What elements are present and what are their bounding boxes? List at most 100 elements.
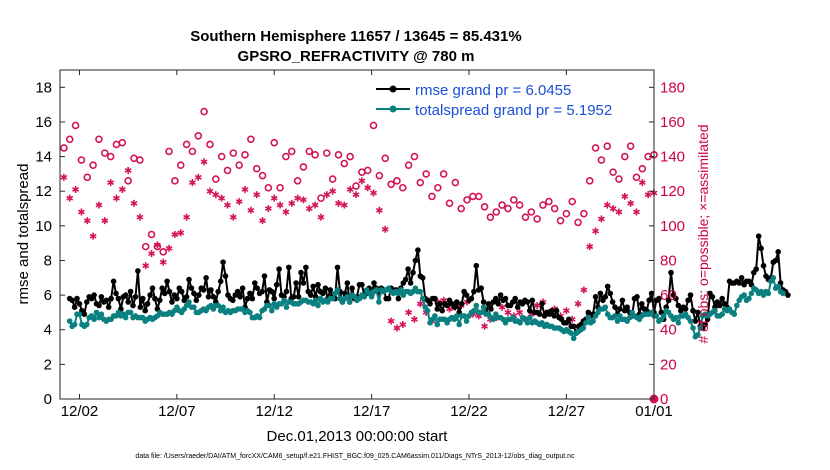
spread-point <box>583 320 589 326</box>
rmse-point <box>549 307 555 314</box>
rmse-point <box>690 307 696 314</box>
rmse-point <box>607 290 613 297</box>
rmse-point <box>471 288 477 295</box>
legend-spread-marker <box>389 105 397 113</box>
spread-point <box>456 321 463 328</box>
obs-assimilated-marker <box>299 196 307 204</box>
obs-assimilated-marker <box>142 262 150 270</box>
rmse-point <box>434 306 441 312</box>
rmse-point <box>286 264 292 271</box>
obs-possible-marker <box>556 216 565 225</box>
y-tick-label: 18 <box>35 79 52 96</box>
rmse-point <box>69 297 75 304</box>
rmse-point <box>157 297 163 304</box>
obs-possible-marker <box>188 147 197 156</box>
spread-point <box>695 332 701 338</box>
obs-assimilated-marker <box>416 300 424 308</box>
obs-assimilated-marker <box>580 286 588 294</box>
rmse-point <box>709 294 716 300</box>
obs-possible-marker <box>504 204 512 213</box>
obs-assimilated-marker <box>609 205 617 213</box>
rmse-point <box>208 287 214 293</box>
obs-assimilated-marker <box>504 308 512 316</box>
rmse-point <box>427 301 433 307</box>
obs-assimilated-marker <box>171 231 179 238</box>
rmse-point <box>300 280 307 286</box>
obs-assimilated-marker <box>627 199 635 207</box>
obs-possible-marker <box>323 149 331 157</box>
obs-possible-marker <box>258 171 267 180</box>
rmse-point <box>273 281 280 288</box>
rmse-point <box>310 283 317 290</box>
obs-assimilated-marker <box>305 205 313 213</box>
rmse-point <box>612 304 618 311</box>
rmse-point <box>307 292 314 298</box>
obs-possible-marker <box>404 161 413 170</box>
obs-assimilated-marker <box>60 173 68 181</box>
obs-assimilated-marker <box>399 321 407 329</box>
obs-assimilated-marker <box>294 194 302 202</box>
obs-possible-marker <box>545 197 553 206</box>
obs-possible-marker <box>474 192 483 201</box>
obs-possible-marker <box>463 196 471 204</box>
obs-possible-marker <box>182 140 191 149</box>
y2-tick-label: 80 <box>660 252 677 269</box>
rmse-point <box>193 297 200 304</box>
obs-possible-marker <box>293 177 302 185</box>
obs-assimilated-marker <box>633 208 640 216</box>
obs-assimilated-marker <box>183 213 191 221</box>
obs-assimilated-marker <box>562 307 570 315</box>
rmse-point <box>668 269 674 276</box>
obs-assimilated-marker <box>218 194 226 202</box>
rmse-point <box>144 301 151 307</box>
rmse-point <box>395 295 402 302</box>
rmse-point <box>84 299 90 305</box>
obs-possible-marker <box>60 144 68 152</box>
x-tick-label: 12/22 <box>450 403 488 420</box>
rmse-point <box>695 309 701 316</box>
x-tick-label: 12/07 <box>158 403 196 420</box>
rmse-point <box>261 273 268 279</box>
rmse-point <box>320 290 326 297</box>
rmse-point <box>137 304 144 311</box>
obs-assimilated-marker <box>270 194 278 202</box>
spread-point <box>454 313 460 319</box>
obs-assimilated-marker <box>77 208 85 216</box>
obs-possible-marker <box>492 208 501 216</box>
spread-point <box>570 335 577 342</box>
rmse-point <box>191 290 197 297</box>
obs-possible-marker <box>247 135 255 144</box>
rmse-point <box>149 285 156 292</box>
rmse-point <box>127 288 134 295</box>
obs-assimilated-marker <box>235 198 243 206</box>
rmse-point <box>415 247 421 253</box>
spread-point <box>315 302 321 309</box>
obs-possible-marker <box>171 177 179 185</box>
obs-possible-marker <box>428 192 436 201</box>
obs-assimilated-marker <box>107 179 115 187</box>
rmse-point <box>113 290 119 297</box>
rmse-point <box>230 297 236 304</box>
rmse-point <box>196 292 202 298</box>
spread-point <box>71 321 78 328</box>
legend: rmse grand pr = 6.0455 totalspread grand… <box>376 82 612 119</box>
obs-possible-marker <box>194 132 203 140</box>
spread-point <box>373 287 380 293</box>
obs-assimilated-marker <box>364 184 372 192</box>
obs-assimilated-marker <box>311 201 319 209</box>
obs-possible-marker <box>311 151 319 159</box>
spread-point <box>719 311 725 318</box>
spread-point <box>283 304 290 311</box>
spread-point <box>281 297 287 304</box>
rmse-point <box>110 278 117 285</box>
y-tick-label: 8 <box>44 252 52 269</box>
rmse-point <box>108 295 114 302</box>
obs-possible-marker <box>217 152 226 161</box>
obs-possible-marker <box>241 151 249 159</box>
legend-rmse-label: rmse grand pr = 6.0455 <box>415 82 571 99</box>
obs-possible-marker <box>393 177 401 185</box>
obs-possible-marker <box>264 183 273 192</box>
spread-point <box>398 287 404 293</box>
obs-assimilated-marker <box>153 241 161 249</box>
rmse-point <box>524 299 531 305</box>
